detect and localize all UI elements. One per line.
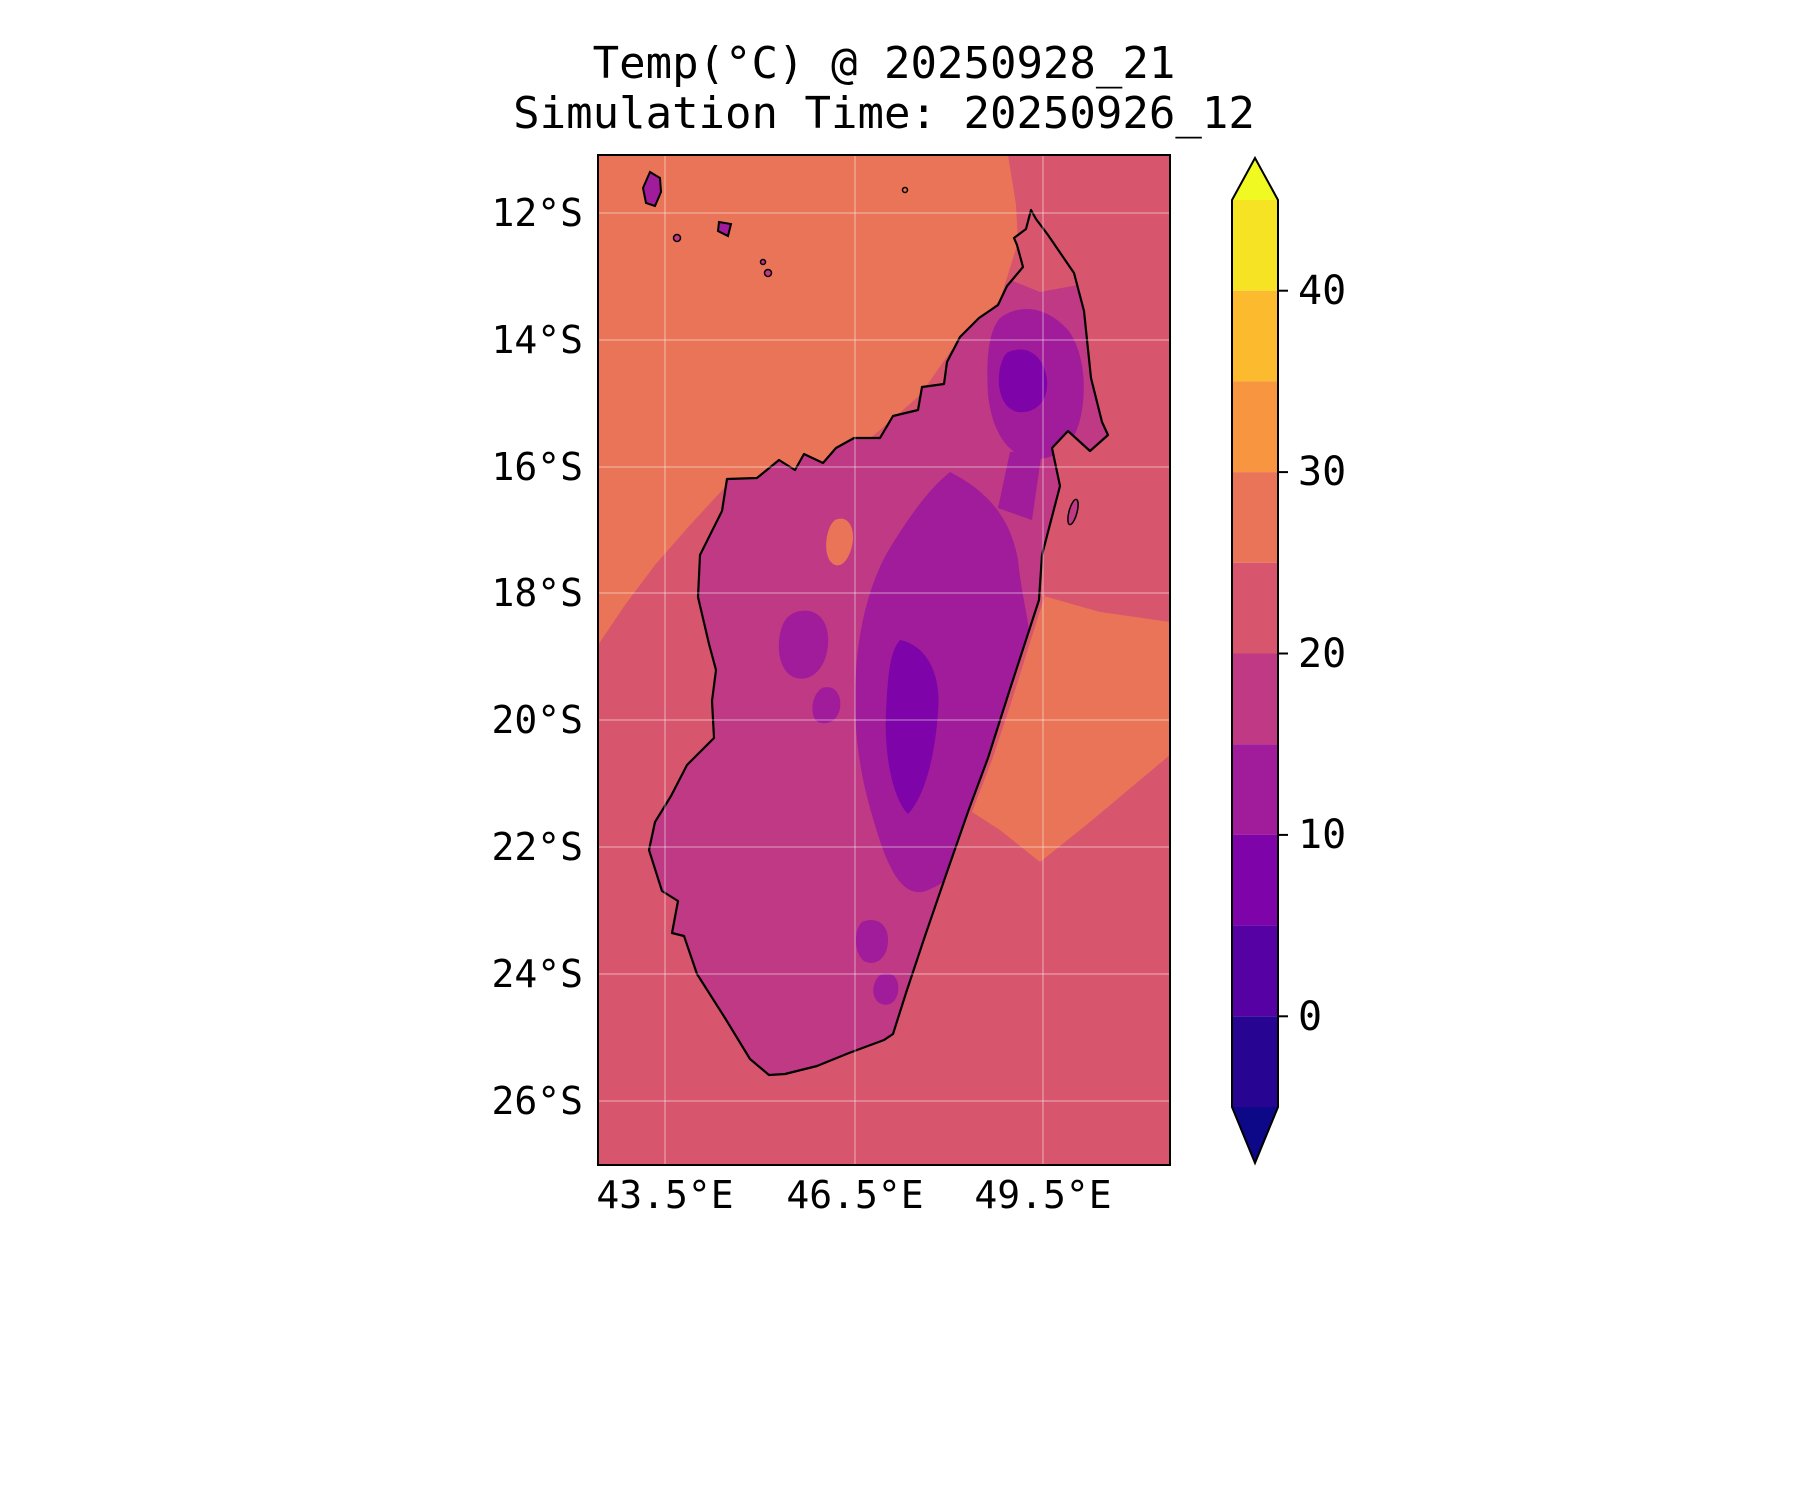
figure-title: Temp(°C) @ 20250928_21	[593, 38, 1176, 89]
colorbar-label-40: 40	[1298, 268, 1346, 314]
glorioso-islet	[901, 186, 909, 194]
x-tick-label-49-5e: 49.5°E	[974, 1173, 1111, 1217]
colorbar: 40 30 20 10 0	[1231, 155, 1346, 1166]
central-highlands-core	[885, 640, 939, 814]
west-highlands-patch-small	[812, 687, 841, 724]
y-tick-label-12s: 12°S	[491, 191, 583, 235]
colorbar-label-20: 20	[1298, 631, 1346, 677]
grande-comore-island	[641, 170, 663, 208]
y-tick-label-20s: 20°S	[491, 698, 583, 742]
colorbar-band-15-20	[1232, 653, 1278, 745]
colorbar-ticks	[1278, 289, 1288, 1018]
figure-subtitle: Simulation Time: 20250926_12	[513, 88, 1255, 139]
inland-warm-spot	[826, 518, 854, 566]
warm-sea-southeast-region	[972, 595, 1170, 862]
north-highlands-core	[998, 349, 1048, 413]
colorbar-label-10: 10	[1298, 812, 1346, 858]
colorbar-band-0-5	[1232, 925, 1278, 1017]
colorbar-tick-labels: 40 30 20 10 0	[1298, 268, 1346, 1040]
west-highlands-patch	[778, 610, 829, 679]
colorbar-over-arrow	[1232, 158, 1278, 200]
plot-frame	[597, 154, 1171, 1166]
colorbar-label-30: 30	[1298, 449, 1346, 495]
colorbar-band-neg5-0	[1232, 1016, 1278, 1107]
north-highlands-connector	[998, 450, 1042, 520]
y-tick-label-18s: 18°S	[491, 571, 583, 615]
south-highlands-patch-small	[873, 973, 899, 1005]
colorbar-band-10-15	[1232, 744, 1278, 835]
graticule	[598, 155, 1170, 1165]
anjouan-island	[716, 220, 733, 238]
x-tick-label-46-5e: 46.5°E	[786, 1173, 923, 1217]
y-tick-label-24s: 24°S	[491, 952, 583, 996]
warm-sea-northwest-region	[598, 155, 1018, 645]
y-axis-tick-labels: 12°S 14°S 16°S 18°S 20°S 22°S 24°S 26°S	[491, 191, 583, 1123]
colorbar-band-5-10	[1232, 834, 1278, 926]
x-tick-label-43-5e: 43.5°E	[596, 1173, 733, 1217]
y-tick-label-22s: 22°S	[491, 825, 583, 869]
colorbar-band-40-45	[1232, 200, 1278, 291]
sainte-marie-island	[1067, 498, 1079, 526]
colorbar-band-25-30	[1232, 472, 1278, 563]
colorbar-under-arrow	[1232, 1107, 1278, 1163]
mayotte-islet-south	[763, 268, 773, 278]
colorbar-label-0: 0	[1298, 994, 1322, 1040]
mayotte-islet-north	[759, 258, 767, 266]
colorbar-outline	[1231, 155, 1279, 1166]
y-tick-label-14s: 14°S	[491, 318, 583, 362]
colorbar-band-30-35	[1232, 381, 1278, 473]
y-tick-label-26s: 26°S	[491, 1079, 583, 1123]
colorbar-band-20-25	[1232, 562, 1278, 654]
x-axis-tick-labels: 43.5°E 46.5°E 49.5°E	[596, 1173, 1111, 1217]
colorbar-band-35-40	[1232, 290, 1278, 382]
y-tick-label-16s: 16°S	[491, 445, 583, 489]
south-highlands-patch	[855, 920, 888, 963]
moheli-island	[672, 233, 682, 243]
